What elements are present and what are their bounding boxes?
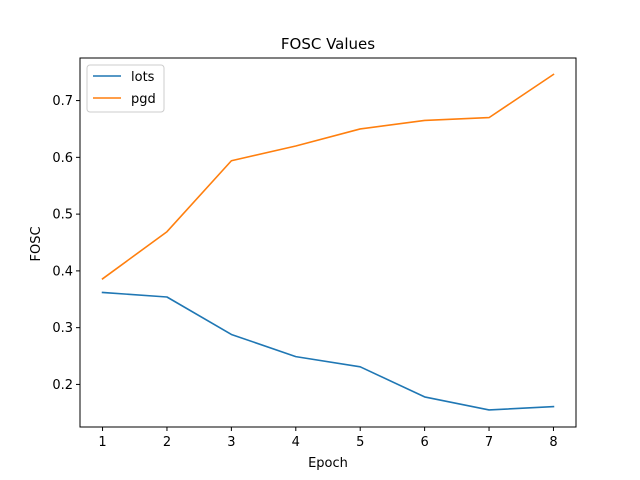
x-tick-label: 4 <box>292 435 300 450</box>
series-line-pgd <box>101 73 555 280</box>
chart-title: FOSC Values <box>281 35 375 53</box>
legend-entries: lots pgd <box>93 70 156 107</box>
y-axis-label: FOSC <box>29 226 44 261</box>
x-tick-label: 1 <box>98 435 106 450</box>
x-axis-ticks: 1 2 3 4 5 6 7 8 <box>98 427 558 450</box>
series-line-lots <box>101 291 555 411</box>
x-axis-label: Epoch <box>308 456 348 471</box>
legend-label-lots: lots <box>131 70 155 85</box>
y-tick-label: 0.4 <box>52 264 73 279</box>
y-tick-label: 0.7 <box>52 94 73 109</box>
x-tick-label: 5 <box>356 435 364 450</box>
y-tick-label: 0.6 <box>52 151 73 166</box>
x-tick-label: 3 <box>227 435 235 450</box>
plot-frame <box>79 57 577 428</box>
legend-label-pgd: pgd <box>131 92 156 107</box>
x-tick-label: 6 <box>420 435 428 450</box>
y-axis-ticks: 0.2 0.3 0.4 0.5 0.6 0.7 <box>52 94 80 393</box>
legend: lots pgd <box>86 64 165 113</box>
y-tick-label: 0.5 <box>52 208 73 223</box>
x-tick-label: 7 <box>485 435 493 450</box>
series-layer <box>101 73 555 411</box>
x-tick-label: 8 <box>549 435 557 450</box>
x-tick-label: 2 <box>163 435 171 450</box>
y-tick-label: 0.2 <box>52 378 73 393</box>
y-tick-label: 0.3 <box>52 321 73 336</box>
